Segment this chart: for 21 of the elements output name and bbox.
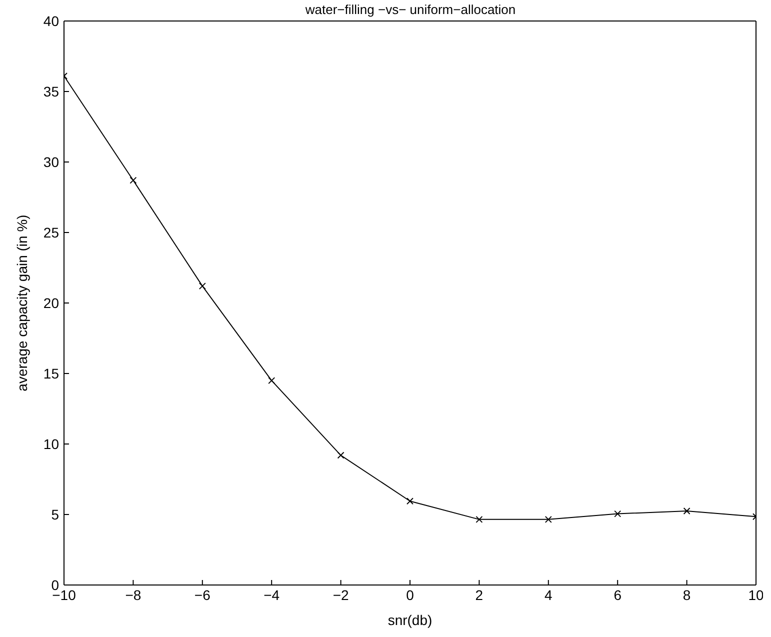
x-tick-label: −8	[125, 586, 142, 603]
x-tick-label: 10	[748, 586, 764, 603]
x-tick-label: −4	[264, 586, 280, 603]
x-tick-label: 4	[544, 586, 552, 603]
y-axis-title: average capacity gain (in %)	[14, 214, 30, 392]
x-tick-label: −6	[194, 586, 211, 603]
y-tick-label: 20	[43, 294, 60, 311]
y-tick-label: 25	[43, 224, 60, 240]
chart-title: water−filling −vs− uniform−allocation	[304, 2, 517, 17]
x-tick-label: 6	[614, 586, 622, 603]
y-tick-label: 15	[43, 365, 60, 382]
y-tick-label: 30	[43, 154, 60, 170]
x-tick-label: 8	[682, 586, 691, 603]
x-axis-title: snr(db)	[388, 612, 432, 628]
x-tick-label: 2	[475, 586, 484, 603]
y-tick-label: 10	[43, 436, 60, 452]
x-tick-label: −2	[332, 586, 349, 603]
x-tick-label: 0	[406, 586, 414, 603]
y-tick-label: 5	[51, 506, 60, 522]
y-tick-label: 40	[43, 12, 60, 29]
y-tick-label: 35	[43, 83, 60, 100]
